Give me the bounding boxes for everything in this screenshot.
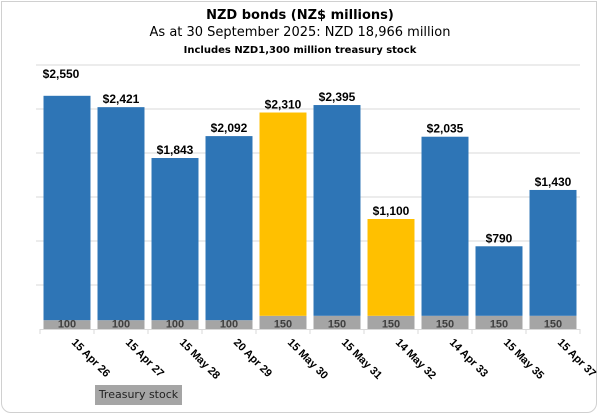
treasury-value-label: 150 <box>382 319 400 331</box>
bond-bar <box>421 136 469 316</box>
treasury-bar <box>205 320 253 329</box>
bond-bar <box>367 219 415 316</box>
bond-value-label: $2,310 <box>265 98 302 112</box>
bond-value-label: $1,843 <box>157 143 194 157</box>
category-label: 15 May 35 <box>501 337 546 382</box>
bond-bar <box>205 136 253 321</box>
chart-note: Includes NZD1,300 million treasury stock <box>183 45 417 56</box>
bond-value-label: $2,035 <box>427 122 464 136</box>
treasury-value-label: 100 <box>166 319 184 331</box>
category-label: 15 Apr 37 <box>555 337 598 380</box>
bond-value-label: $1,430 <box>535 175 572 189</box>
chart-subtitle: As at 30 September 2025: NZD 18,966 mill… <box>149 25 451 40</box>
bond-bar <box>313 105 361 316</box>
treasury-value-label: 150 <box>436 319 454 331</box>
bond-bar <box>43 95 91 321</box>
bond-value-label: $2,421 <box>103 92 140 106</box>
legend-treasury-stock: Treasury stock <box>95 385 182 405</box>
treasury-bar <box>367 315 415 329</box>
bond-value-label: $2,092 <box>211 121 248 135</box>
bond-bar <box>259 112 307 316</box>
category-label: 14 Apr 33 <box>447 337 490 380</box>
treasury-value-label: 100 <box>58 319 76 331</box>
treasury-bar <box>97 320 145 329</box>
category-label: 15 May 31 <box>339 337 384 382</box>
bond-value-label: $1,100 <box>373 204 410 218</box>
category-label: 15 May 28 <box>177 337 222 382</box>
bond-value-label: $2,395 <box>319 90 356 104</box>
bond-bar <box>475 246 523 316</box>
category-label: 20 Apr 29 <box>231 337 274 380</box>
bond-bar <box>529 189 577 316</box>
category-label: 15 May 30 <box>285 337 330 382</box>
treasury-bar <box>259 315 307 329</box>
treasury-value-label: 150 <box>544 319 562 331</box>
category-label: 14 May 32 <box>393 337 438 382</box>
treasury-bar <box>475 315 523 329</box>
treasury-bar <box>313 315 361 329</box>
bond-bar <box>97 107 145 321</box>
treasury-bar <box>529 315 577 329</box>
treasury-value-label: 100 <box>112 319 130 331</box>
bond-value-label: $790 <box>486 231 513 245</box>
chart-title: NZD bonds (NZ$ millions) <box>206 8 394 23</box>
treasury-value-label: 100 <box>220 319 238 331</box>
category-label: 15 Apr 27 <box>123 337 166 380</box>
category-label: 15 Apr 26 <box>69 337 112 380</box>
treasury-bar <box>421 315 469 329</box>
treasury-value-label: 150 <box>274 319 292 331</box>
treasury-bar <box>151 320 199 329</box>
treasury-bar <box>43 320 91 329</box>
treasury-value-label: 150 <box>490 319 508 331</box>
bond-bar <box>151 158 199 321</box>
bond-value-label: $2,550 <box>43 67 80 81</box>
treasury-value-label: 150 <box>328 319 346 331</box>
